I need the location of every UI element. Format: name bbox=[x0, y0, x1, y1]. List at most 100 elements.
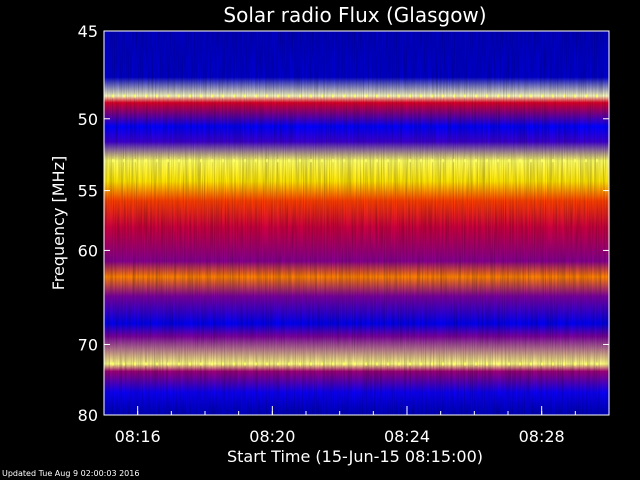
band-pulse bbox=[134, 94, 136, 98]
band-pulse bbox=[530, 362, 532, 366]
band-pulse bbox=[200, 362, 202, 366]
x-tick-label: 08:16 bbox=[115, 427, 161, 446]
band-pulse bbox=[167, 362, 169, 366]
band-pulse bbox=[596, 362, 598, 366]
x-tick-label: 08:20 bbox=[249, 427, 295, 446]
band-pulse bbox=[310, 94, 312, 98]
band-pulse bbox=[541, 362, 543, 366]
band-pulse bbox=[266, 94, 268, 98]
band-pulse bbox=[497, 362, 499, 366]
band-pulse bbox=[475, 94, 477, 98]
band-pulse bbox=[200, 159, 202, 163]
y-tick-label: 80 bbox=[78, 406, 98, 425]
band-pulse bbox=[387, 159, 389, 163]
plot-frame bbox=[103, 30, 610, 416]
band-pulse bbox=[112, 362, 114, 366]
band-pulse bbox=[277, 362, 279, 366]
band-pulse bbox=[277, 94, 279, 98]
band-pulse bbox=[189, 362, 191, 366]
band-pulse bbox=[343, 94, 345, 98]
band-pulse bbox=[464, 159, 466, 163]
band-pulse bbox=[354, 159, 356, 163]
band-pulse bbox=[541, 94, 543, 98]
band-pulse bbox=[288, 362, 290, 366]
band-pulse bbox=[530, 159, 532, 163]
band-pulse bbox=[321, 94, 323, 98]
band-pulse bbox=[299, 159, 301, 163]
band-pulse bbox=[409, 362, 411, 366]
band-pulse bbox=[200, 94, 202, 98]
band-pulse bbox=[310, 362, 312, 366]
band-pulse bbox=[508, 362, 510, 366]
band-pulse bbox=[585, 362, 587, 366]
band-pulse bbox=[431, 94, 433, 98]
band-pulse bbox=[464, 362, 466, 366]
band-pulse bbox=[420, 362, 422, 366]
band-pulse bbox=[552, 94, 554, 98]
band-pulse bbox=[574, 362, 576, 366]
band-pulse bbox=[574, 159, 576, 163]
band-pulse bbox=[409, 159, 411, 163]
band-pulse bbox=[365, 94, 367, 98]
x-axis: 08:16 08:20 08:24 08:28 bbox=[103, 406, 610, 446]
band-pulse bbox=[211, 94, 213, 98]
band-pulse bbox=[387, 362, 389, 366]
band-pulse bbox=[585, 159, 587, 163]
band-pulse bbox=[497, 94, 499, 98]
band-pulse bbox=[211, 362, 213, 366]
band-pulse bbox=[431, 159, 433, 163]
band-pulse bbox=[288, 94, 290, 98]
band-pulse bbox=[508, 159, 510, 163]
band-pulse bbox=[343, 159, 345, 163]
band-pulse bbox=[552, 159, 554, 163]
band-pulse bbox=[343, 362, 345, 366]
band-pulse bbox=[321, 362, 323, 366]
band-pulse bbox=[189, 94, 191, 98]
band-pulse bbox=[519, 94, 521, 98]
band-pulse bbox=[398, 362, 400, 366]
band-pulse bbox=[167, 159, 169, 163]
band-pulse bbox=[453, 94, 455, 98]
band-pulse bbox=[167, 94, 169, 98]
band-pulse bbox=[288, 159, 290, 163]
band-pulse bbox=[123, 362, 125, 366]
band-pulse bbox=[530, 94, 532, 98]
band-pulse bbox=[178, 362, 180, 366]
x-tick-label: 08:28 bbox=[519, 427, 565, 446]
band-pulse bbox=[189, 159, 191, 163]
band-pulse bbox=[519, 159, 521, 163]
band-pulse bbox=[156, 94, 158, 98]
band-pulse bbox=[420, 159, 422, 163]
band-pulse bbox=[420, 94, 422, 98]
band-pulse bbox=[453, 362, 455, 366]
band-pulse bbox=[255, 362, 257, 366]
x-tick-label: 08:24 bbox=[384, 427, 430, 446]
band-pulse bbox=[233, 362, 235, 366]
band-pulse bbox=[233, 159, 235, 163]
band-pulse bbox=[211, 159, 213, 163]
band-pulse bbox=[255, 159, 257, 163]
band-pulse bbox=[442, 94, 444, 98]
band-pulse bbox=[475, 362, 477, 366]
band-pulse bbox=[585, 94, 587, 98]
band-pulse bbox=[222, 159, 224, 163]
band-pulse bbox=[431, 362, 433, 366]
spectrogram-figure: Solar radio Flux (Glasgow) 455055607080 … bbox=[49, 3, 610, 466]
band-pulse bbox=[486, 362, 488, 366]
band-pulse bbox=[596, 159, 598, 163]
band-pulse bbox=[453, 159, 455, 163]
band-pulse bbox=[123, 94, 125, 98]
time-variation-texture bbox=[104, 31, 609, 415]
band-pulse bbox=[332, 94, 334, 98]
y-tick-label: 70 bbox=[78, 335, 98, 354]
updated-timestamp: Updated Tue Aug 9 02:00:03 2016 bbox=[2, 469, 140, 478]
x-axis-label: Start Time (15-Jun-15 08:15:00) bbox=[227, 447, 483, 466]
band-pulse bbox=[387, 94, 389, 98]
band-pulse bbox=[277, 159, 279, 163]
band-pulse bbox=[354, 362, 356, 366]
band-pulse bbox=[574, 94, 576, 98]
y-tick-label: 55 bbox=[78, 182, 98, 201]
band-pulse bbox=[310, 159, 312, 163]
band-pulse bbox=[222, 362, 224, 366]
band-pulse bbox=[365, 362, 367, 366]
